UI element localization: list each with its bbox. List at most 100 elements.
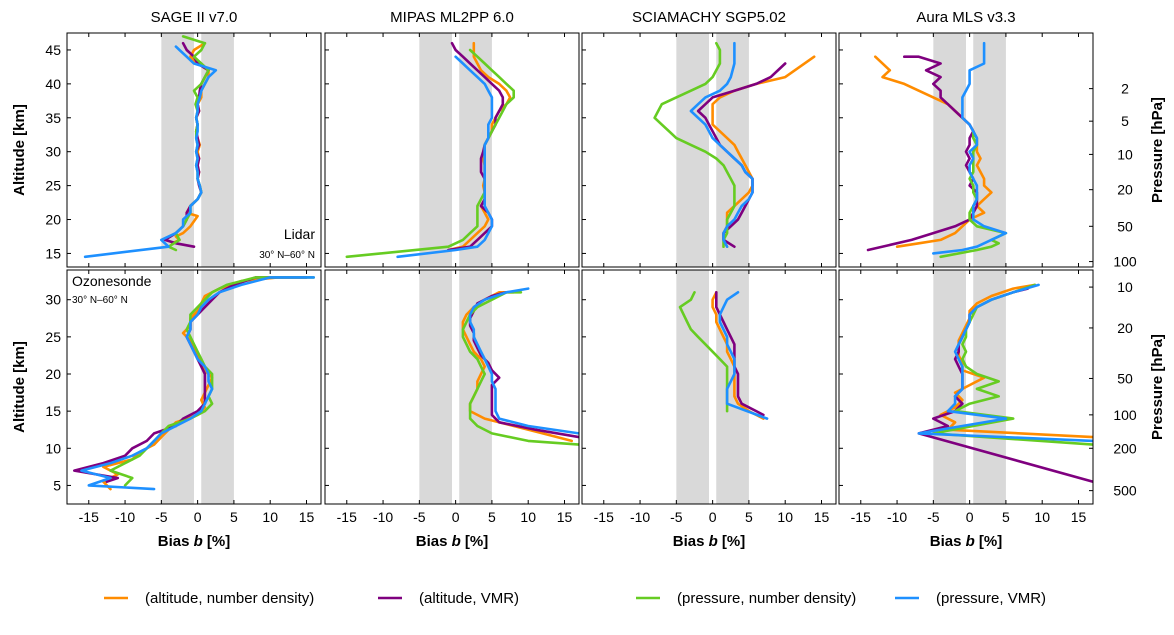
series-group <box>73 276 316 491</box>
legend-item: (pressure, number density) <box>636 590 856 607</box>
x-tick-label: -10 <box>115 509 135 525</box>
legend-label: (pressure, VMR) <box>936 590 1046 607</box>
series-line-p-vmr <box>917 283 1093 443</box>
annotation-latitude: 30° N–60° N <box>72 295 128 306</box>
panel-frame <box>66 269 322 505</box>
series-group <box>461 287 579 446</box>
pressure-tick-label: 50 <box>1117 218 1133 234</box>
x-axis-label: Bias b [%] <box>158 533 231 550</box>
y-tick-label: 30 <box>45 292 61 308</box>
panel-mls-lidar: Aura MLS v3.3 2 5 10 20 50 100 <box>838 9 1137 270</box>
x-tick-label: -15 <box>337 509 357 525</box>
pressure-tick-label: 100 <box>1113 254 1137 270</box>
annotation-latitude: 30° N–60° N <box>259 250 315 261</box>
pressure-tick-label: 100 <box>1113 407 1137 423</box>
x-tick-label: 10 <box>1034 509 1050 525</box>
y-tick-label: 10 <box>45 440 61 456</box>
y-tick-label: 35 <box>45 110 61 126</box>
panel-sciamachy-lidar: SCIAMACHY SGP5.02 <box>581 9 837 268</box>
series-group <box>917 283 1093 484</box>
pressure-tick-label: 20 <box>1117 320 1133 336</box>
series-line-alt-nd <box>711 290 765 420</box>
x-tick-label: 10 <box>520 509 536 525</box>
x-axis-label: Bias b [%] <box>416 533 489 550</box>
x-tick-label: 10 <box>777 509 793 525</box>
x-tick-label: 5 <box>745 509 753 525</box>
x-tick-label: -10 <box>887 509 907 525</box>
y-axes: Altitude [km] Pressure [hPa] Altitude [km]… <box>11 97 1166 440</box>
y-tick-label: 15 <box>45 245 61 261</box>
pressure-tick-label: 200 <box>1113 440 1137 456</box>
series-line-p-vmr <box>468 287 579 435</box>
x-tick-label: 15 <box>557 509 573 525</box>
series-line-p-vmr <box>396 55 494 259</box>
panel-frame <box>581 32 837 268</box>
x-tick-label: 5 <box>488 509 496 525</box>
legend-item: (altitude, VMR) <box>378 590 519 607</box>
x-tick-label: 0 <box>194 509 202 525</box>
panel-mipas-lidar: MIPAS ML2PP 6.0 <box>324 9 580 268</box>
panel-sage-ozonesonde: -15 -10 -5 0 5 10 15 Bias b [%] 5 10 15 20 25 30 Ozone… <box>45 269 322 550</box>
series-group <box>83 35 218 259</box>
y-tick-label: 5 <box>53 477 61 493</box>
x-tick-label: -5 <box>413 509 426 525</box>
y-tick-label: 30 <box>45 144 61 160</box>
x-tick-label: -15 <box>594 509 614 525</box>
series-line-p-vmr <box>689 41 754 248</box>
x-tick-label: 0 <box>709 509 717 525</box>
legend-label: (altitude, VMR) <box>419 590 519 607</box>
y-tick-label: 20 <box>45 366 61 382</box>
x-tick-label: 15 <box>299 509 315 525</box>
annotation-lidar: Lidar <box>284 226 315 242</box>
x-tick-label: -5 <box>155 509 168 525</box>
x-tick-label: 0 <box>966 509 974 525</box>
pressure-tick-label: 20 <box>1117 182 1133 198</box>
panel-frame <box>581 269 837 505</box>
pressure-axis-label: Pressure [hPa] <box>1149 334 1166 440</box>
x-tick-label: -5 <box>927 509 940 525</box>
x-tick-label: 5 <box>230 509 238 525</box>
panel-frame <box>838 269 1094 505</box>
panel-title: MIPAS ML2PP 6.0 <box>390 9 514 26</box>
panel-frame <box>838 32 1094 268</box>
panel-title: SAGE II v7.0 <box>151 9 238 26</box>
band-negative <box>419 270 452 504</box>
annotation-ozonesonde: Ozonesonde <box>72 273 152 289</box>
band-negative <box>161 270 194 504</box>
series-line-alt-nd <box>461 290 574 443</box>
series-line-p-vmr <box>931 41 1008 255</box>
pressure-tick-label: 500 <box>1113 483 1137 499</box>
x-axis-label: Bias b [%] <box>673 533 746 550</box>
pressure-tick-label: 2 <box>1121 81 1129 97</box>
x-tick-label: -15 <box>79 509 99 525</box>
y-tick-label: 45 <box>45 42 61 58</box>
legend-item: (pressure, VMR) <box>895 590 1046 607</box>
pressure-tick-label: 10 <box>1117 279 1133 295</box>
y-axis-label: Altitude [km] <box>11 104 28 196</box>
legend-item: (altitude, number density) <box>104 590 314 607</box>
x-tick-label: 15 <box>1071 509 1087 525</box>
series-line-p-vmr <box>80 276 316 491</box>
panel-sage-lidar: SAGE II v7.0 15 20 25 30 35 40 45 Lidar 30° N–60°… <box>45 9 322 268</box>
pressure-axis-label: Pressure [hPa] <box>1149 97 1166 203</box>
series-line-p-vmr <box>718 290 769 420</box>
x-tick-label: 5 <box>1002 509 1010 525</box>
y-axis-label: Altitude [km] <box>11 341 28 433</box>
pressure-tick-label: 5 <box>1121 113 1129 129</box>
y-tick-label: 20 <box>45 212 61 228</box>
series-line-p-nd <box>653 41 736 248</box>
panel-mipas-ozonesonde: -15 -10 -5 0 5 10 15 Bias b [%] <box>324 269 580 550</box>
x-axis-label: Bias b [%] <box>930 533 1003 550</box>
panel-frame <box>324 32 580 268</box>
x-tick-label: -10 <box>630 509 650 525</box>
legend: (altitude, number density) (altitude, VMR… <box>104 590 1046 607</box>
panel-frame <box>66 32 322 268</box>
x-tick-label: 15 <box>814 509 830 525</box>
series-group <box>653 41 816 248</box>
panel-title: SCIAMACHY SGP5.02 <box>632 9 786 26</box>
band-negative <box>419 33 452 267</box>
series-line-p-vmr <box>83 45 218 259</box>
legend-label: (altitude, number density) <box>145 590 314 607</box>
panel-mls-ozonesonde: -15 -10 -5 0 5 10 15 Bias b [%] 10 20 50 100 200 500 <box>838 269 1137 550</box>
panel-title: Aura MLS v3.3 <box>916 9 1015 26</box>
